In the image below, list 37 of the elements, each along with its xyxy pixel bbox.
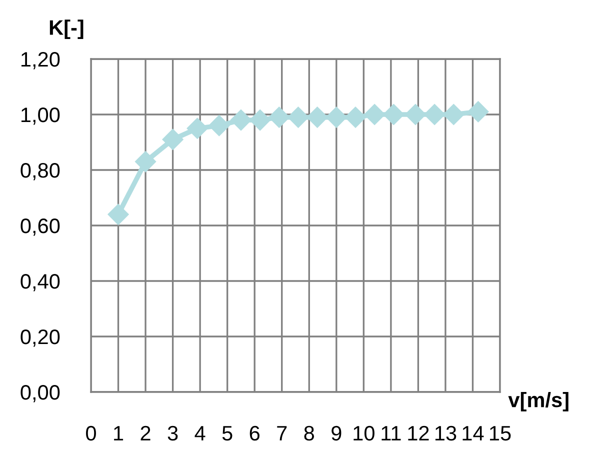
x-tick-label: 7 <box>277 426 287 440</box>
y-tick-label: 1,00 <box>21 108 60 125</box>
x-axis-title: v[m/s] <box>508 392 568 412</box>
point <box>208 115 230 136</box>
point <box>230 110 252 131</box>
x-tick-label: 8 <box>304 426 314 441</box>
point <box>162 128 184 150</box>
x-tick-label: 3 <box>168 426 178 441</box>
y-tick-label: 0,00 <box>20 385 60 402</box>
x-tick-label: 12 <box>408 426 429 440</box>
x-tick-label: 11 <box>382 426 401 440</box>
y-tick-label: 0,40 <box>20 274 60 292</box>
x-tick-label: 2 <box>140 426 150 440</box>
x-tick-label: 1 <box>114 426 124 440</box>
y-tick-label: 0,80 <box>20 163 60 180</box>
x-tick-label: 0 <box>86 426 96 441</box>
x-tick-label: 10 <box>354 426 374 441</box>
y-axis-title: K[-] <box>50 20 84 40</box>
point <box>306 106 328 128</box>
y-tick-label: 1,20 <box>21 52 60 70</box>
y-tick-label: 0,20 <box>20 330 60 347</box>
x-tick-label: 15 <box>490 426 511 441</box>
point <box>135 151 156 172</box>
x-tick-label: 13 <box>435 426 456 441</box>
point <box>443 104 464 126</box>
point <box>468 101 489 122</box>
x-tick-label: 4 <box>194 426 206 440</box>
x-tick-label: 9 <box>332 426 342 441</box>
point <box>383 104 404 126</box>
x-tick-label: 14 <box>462 426 484 440</box>
x-tick-label: 5 <box>222 426 232 441</box>
point <box>250 110 271 131</box>
x-tick-label: 6 <box>250 426 260 441</box>
point <box>108 204 129 225</box>
point <box>186 118 208 139</box>
point <box>288 106 309 128</box>
y-tick-label: 0,60 <box>20 218 60 236</box>
